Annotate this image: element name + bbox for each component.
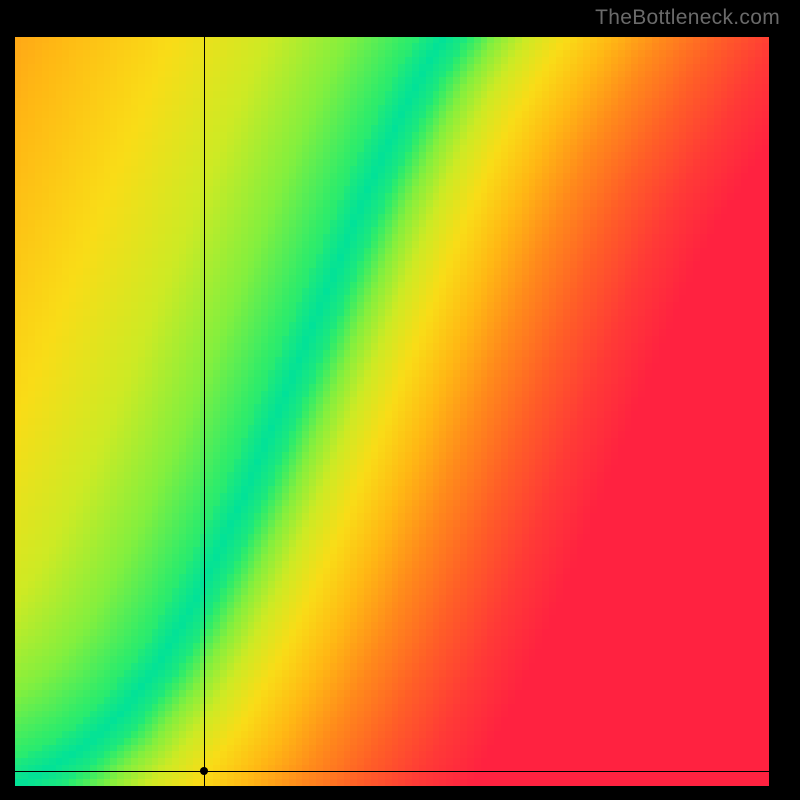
heatmap-plot-area bbox=[15, 37, 769, 786]
heatmap-canvas bbox=[15, 37, 769, 786]
watermark-text: TheBottleneck.com bbox=[595, 6, 780, 30]
